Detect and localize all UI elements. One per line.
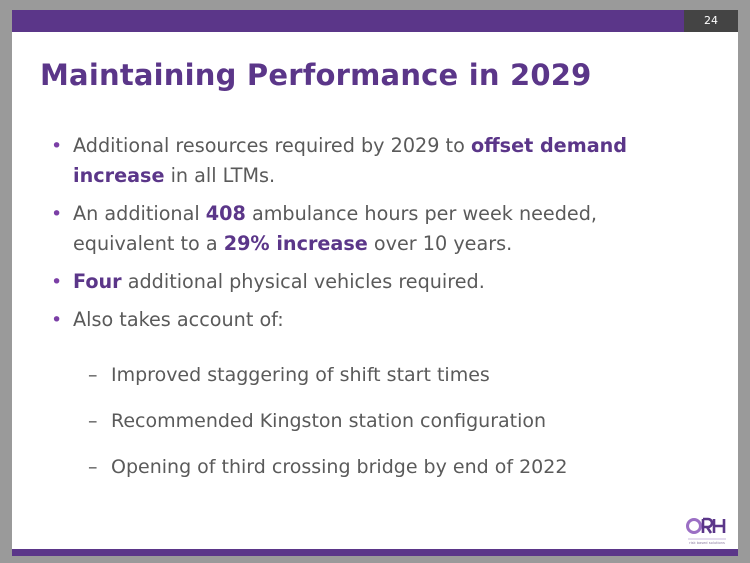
dash-icon: – [88,364,98,386]
bullet-text: Also takes account of: [73,308,284,331]
bullet-highlight: 408 [205,202,246,225]
bullet-dot-icon: • [51,309,63,331]
bullet-text: in all LTMs. [164,164,276,187]
bullet-item: • Additional resources required by 2029 … [50,131,680,191]
sub-bullet-item: – Improved staggering of shift start tim… [86,361,686,389]
sub-bullet-item: – Recommended Kingston station configura… [86,407,686,435]
sub-bullet-text: Improved staggering of shift start times [111,364,490,386]
bullet-highlight: offset demand increase [73,134,628,187]
bullet-highlight: Four [73,270,122,293]
dash-icon: – [88,456,98,478]
bullet-text: ambulance hours per week needed, equival… [73,202,597,255]
slide-title: Maintaining Performance in 2029 [40,58,592,92]
bullet-dot-icon: • [51,135,63,157]
bullet-text: Additional resources required by 2029 to [73,134,471,157]
bottom-bar [12,549,738,556]
bullet-list: • Additional resources required by 2029 … [50,131,680,343]
sub-bullet-text: Opening of third crossing bridge by end … [111,456,568,478]
bullet-text: over 10 years. [367,232,513,255]
bullet-item: • Also takes account of: [50,305,680,335]
sub-bullet-text: Recommended Kingston station configurati… [111,410,547,432]
orh-logo: risk based solutions [686,517,726,545]
slide: 24 Maintaining Performance in 2029 • Add… [12,10,738,556]
sub-bullet-item: – Opening of third crossing bridge by en… [86,453,686,481]
bullet-text: additional physical vehicles required. [121,270,485,293]
bullet-item: • An additional 408 ambulance hours per … [50,199,680,259]
bullet-text: An additional [73,202,206,225]
bullet-dot-icon: • [51,271,63,293]
page-number: 24 [684,10,738,32]
bullet-dot-icon: • [51,203,63,225]
top-bar: 24 [12,10,738,32]
sub-bullet-list: – Improved staggering of shift start tim… [86,361,686,499]
bullet-item: • Four additional physical vehicles requ… [50,267,680,297]
dash-icon: – [88,410,98,432]
logo-tagline: risk based solutions [689,541,725,545]
bullet-highlight: 29% increase [223,232,368,255]
